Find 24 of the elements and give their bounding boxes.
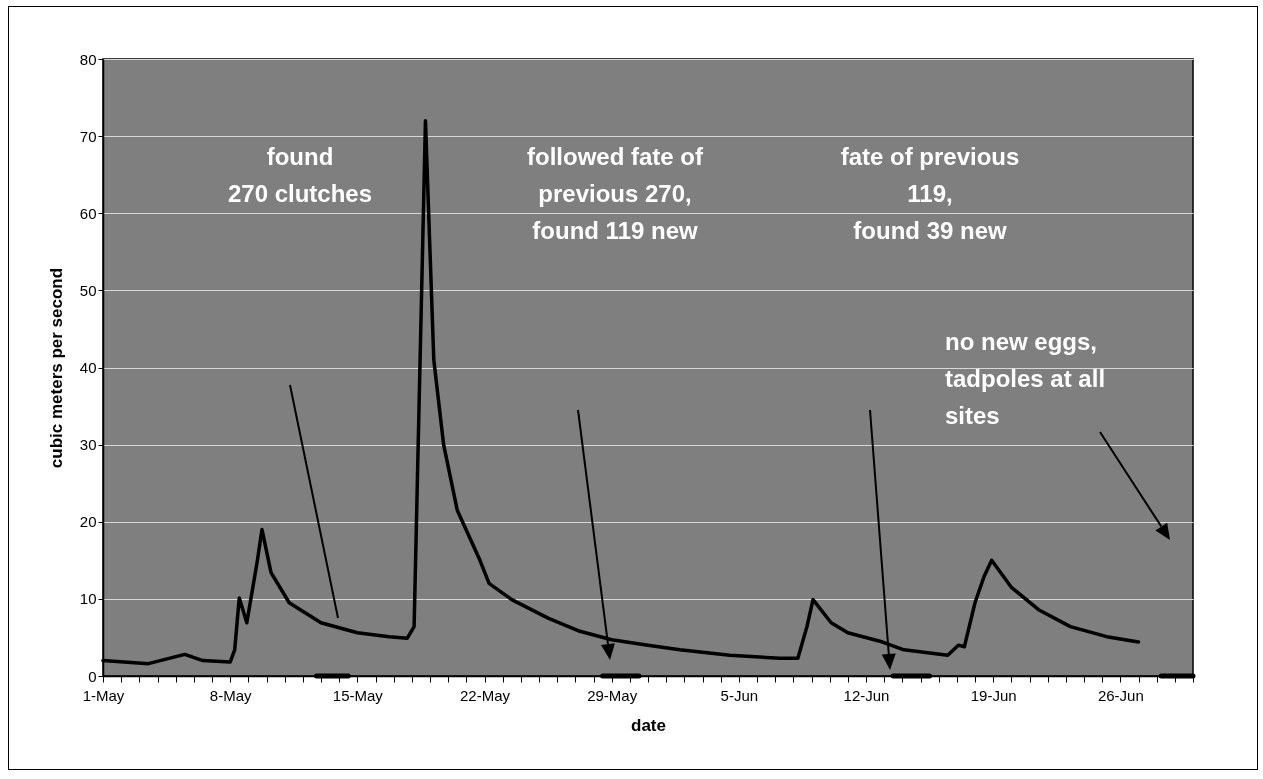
annotation: fate of previous 119, found 39 new	[840, 143, 1020, 244]
x-tick-label: 26-Jun	[1097, 686, 1144, 704]
y-tick-label: 80	[79, 50, 97, 68]
annotation: followed fate of previous 270, found 119 new	[527, 143, 704, 244]
y-tick-label: 50	[79, 281, 97, 299]
y-tick-label: 0	[88, 667, 97, 685]
y-tick-label: 40	[79, 359, 97, 376]
y-tick-label: 30	[79, 436, 97, 454]
x-tick-label: 5-Jun	[720, 686, 759, 704]
x-tick-label: 15-May	[332, 686, 384, 704]
x-tick-label: 1-May	[82, 686, 125, 704]
x-tick-label: 29-May	[587, 686, 638, 704]
y-axis-title: cubic meters per second	[46, 267, 66, 469]
annotation: found 270 clutches	[227, 143, 373, 207]
y-tick-label: 60	[79, 204, 97, 222]
y-tick-label: 20	[79, 513, 97, 531]
y-tick-label: 10	[79, 590, 97, 608]
annotation: no new eggs, tadpoles at all sites	[945, 328, 1106, 429]
x-tick-label: 22-May	[459, 686, 511, 704]
x-tick-label: 8-May	[209, 686, 252, 704]
x-axis-title: date	[631, 715, 666, 735]
y-tick-label: 70	[79, 127, 97, 145]
x-tick-label: 19-Jun	[970, 686, 1017, 704]
x-tick-label: 12-Jun	[843, 686, 890, 704]
